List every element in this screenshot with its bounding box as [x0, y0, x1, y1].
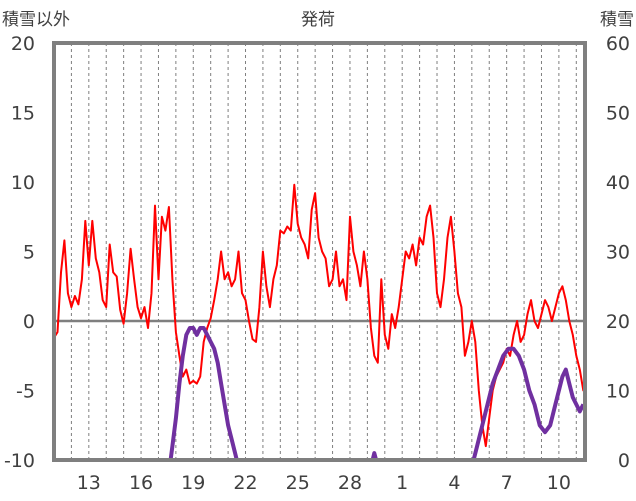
y-right-tick-label: 60	[606, 33, 630, 55]
x-tick-label: 1	[396, 472, 408, 494]
y-right-tick-label: 50	[606, 103, 630, 125]
y-left-tick-label: 0	[23, 311, 35, 333]
y-left-tick-label: 5	[23, 242, 35, 264]
series-line-1	[53, 183, 585, 448]
x-tick-label: 13	[77, 472, 101, 494]
y-left-tick-label: 20	[11, 33, 35, 55]
y-left-tick-label: -10	[4, 450, 35, 472]
y-left-label: 積雪以外	[2, 10, 70, 30]
x-tick-label: 16	[129, 472, 153, 494]
y-right-label: 積雪	[600, 10, 634, 30]
plot-frame	[52, 41, 587, 462]
x-tick-label: 7	[501, 472, 513, 494]
y-left-tick-label: -5	[16, 381, 35, 403]
y-right-tick-label: 0	[618, 450, 630, 472]
y-right-tick-label: 10	[606, 381, 630, 403]
y-right-tick-label: 20	[606, 311, 630, 333]
y-right-axis: 60 50 40 30 20 10 0	[606, 33, 630, 472]
y-left-axis: 20 15 10 5 0 -5 -10	[4, 33, 35, 472]
grid-lines	[53, 43, 585, 460]
series-lines	[53, 183, 586, 462]
y-left-tick-label: 10	[11, 172, 35, 194]
x-tick-label: 19	[181, 472, 205, 494]
x-tick-label: 22	[233, 472, 257, 494]
y-right-tick-label: 30	[606, 242, 630, 264]
x-tick-label: 28	[338, 472, 362, 494]
chart-title: 発荷	[301, 10, 335, 30]
x-tick-label: 25	[286, 472, 310, 494]
y-right-tick-label: 40	[606, 172, 630, 194]
x-tick-label: 4	[448, 472, 460, 494]
x-axis: 13 16 19 22 25 28 1 4 7 10	[77, 472, 571, 494]
x-tick-label: 10	[547, 472, 571, 494]
series-line-2	[54, 326, 586, 462]
y-left-tick-label: 15	[11, 103, 35, 125]
